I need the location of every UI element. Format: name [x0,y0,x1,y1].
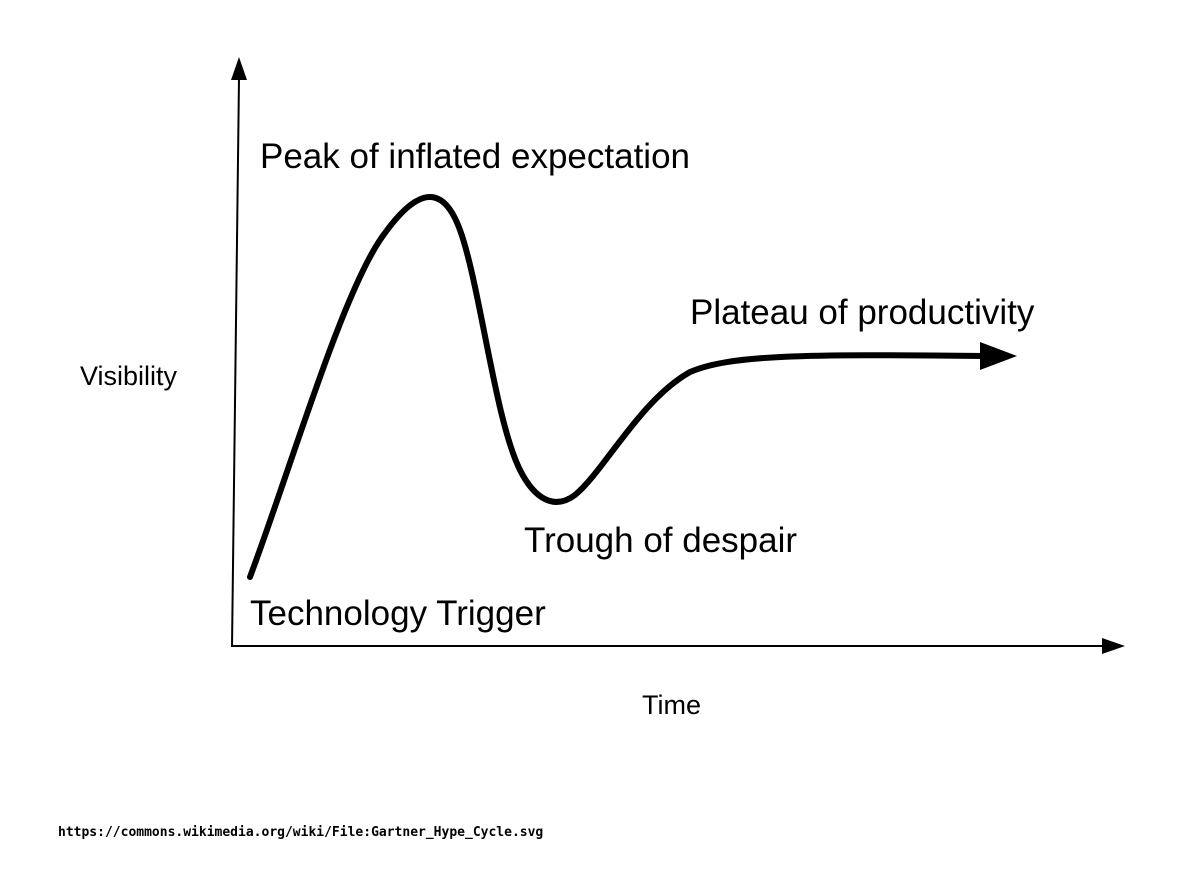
trough-label: Trough of despair [524,521,797,560]
y-axis [231,77,240,648]
x-axis-arrowhead [1102,638,1125,654]
plateau-label: Plateau of productivity [690,293,1035,332]
trigger-label: Technology Trigger [250,594,546,633]
x-axis-label: Time [642,690,701,720]
source-url: https://commons.wikimedia.org/wiki/File:… [58,825,544,840]
curve-arrowhead [980,342,1017,370]
y-axis-arrowhead [231,57,247,80]
hype-curve [247,194,988,580]
y-axis-label: Visibility [80,361,178,391]
peak-label: Peak of inflated expectation [260,137,690,176]
